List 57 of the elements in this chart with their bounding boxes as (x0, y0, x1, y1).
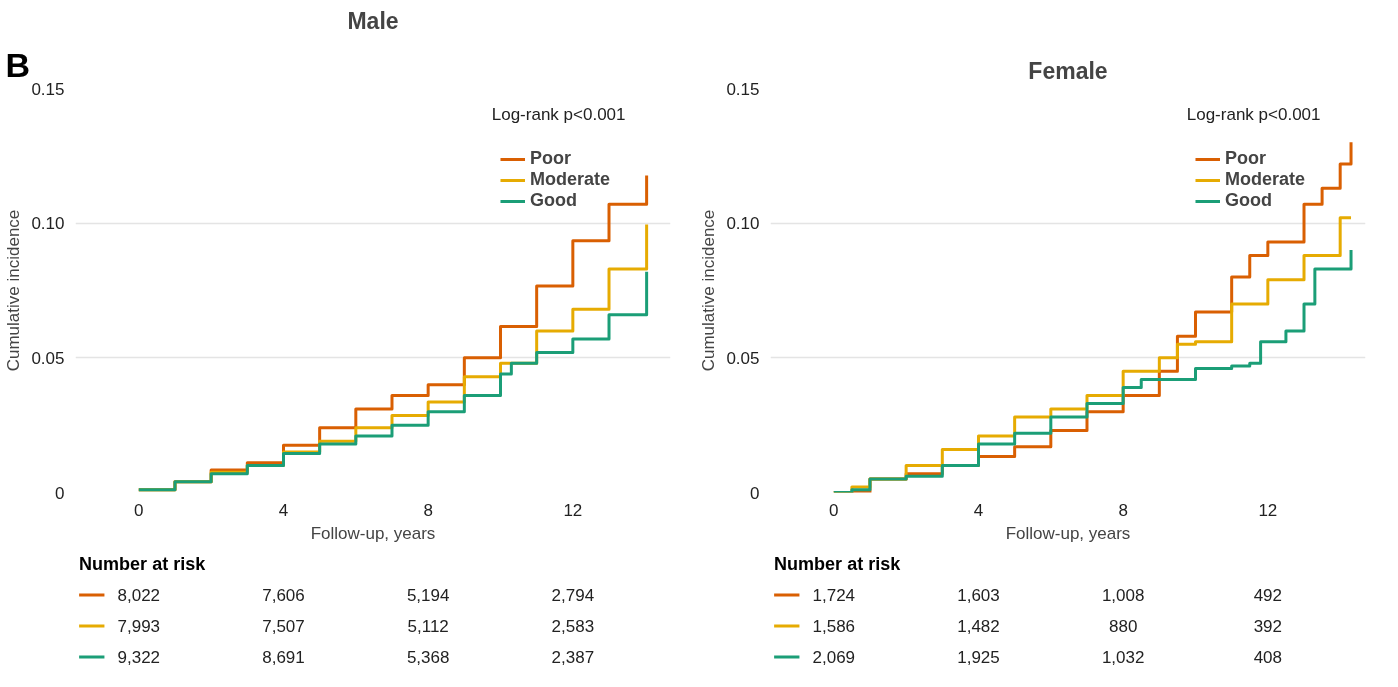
text: 392 (1253, 616, 1283, 636)
y-tick-label: 0.05 (726, 348, 760, 368)
text: 1,925 (957, 647, 1000, 667)
x-tick-label: 0 (134, 500, 144, 520)
y-tick-label: 0.15 (31, 79, 65, 99)
text: 8,022 (117, 586, 161, 606)
text: 1,032 (1101, 647, 1145, 667)
text: B (5, 45, 31, 84)
text: 1,482 (957, 616, 1000, 636)
text: 492 (1253, 586, 1283, 606)
text: 2,387 (551, 647, 595, 667)
text: 5,368 (406, 647, 450, 667)
x-tick-label: 8 (423, 500, 433, 520)
chart-title: Male (347, 7, 399, 34)
text: 2,794 (551, 586, 595, 606)
legend-label: Moderate (1224, 169, 1305, 190)
text: 5,194 (406, 586, 450, 606)
text: 7,606 (262, 586, 305, 606)
text: 2,583 (551, 616, 595, 636)
y-tick-label: 0.10 (31, 214, 65, 234)
annotation: Log-rank p<0.001 (491, 104, 626, 124)
x-axis-title: Follow-up, years (310, 523, 436, 543)
y-tick-label: 0 (55, 483, 65, 503)
text: 1,008 (1101, 586, 1145, 606)
text: 7,993 (117, 616, 161, 636)
text: 408 (1253, 647, 1283, 667)
x-tick-label: 8 (1118, 500, 1128, 520)
legend-label: Good (1224, 190, 1272, 211)
y-tick-label: 0.15 (726, 79, 760, 99)
text: 2,069 (812, 647, 856, 667)
x-tick-label: 0 (829, 500, 839, 520)
x-tick-label: 4 (278, 500, 289, 520)
chart-title: Female (1028, 57, 1108, 84)
annotation: Log-rank p<0.001 (1186, 104, 1321, 124)
text: 1,724 (812, 586, 856, 606)
legend-label: Poor (529, 148, 571, 169)
text: 7,507 (262, 616, 305, 636)
text: 880 (1108, 616, 1138, 636)
text: Number at risk (774, 554, 902, 575)
x-tick-label: 12 (563, 500, 583, 520)
y-axis-title: Cumulative incidence (699, 209, 719, 372)
x-tick-label: 12 (1258, 500, 1278, 520)
y-tick-label: 0.05 (31, 348, 65, 368)
legend-label: Moderate (529, 169, 610, 190)
x-axis-title: Follow-up, years (1005, 523, 1131, 543)
text: 5,112 (407, 616, 449, 636)
y-axis-title: Cumulative incidence (4, 209, 24, 372)
text: 8,691 (262, 647, 305, 667)
text: Number at risk (79, 554, 207, 575)
legend-label: Poor (1224, 148, 1266, 169)
y-tick-label: 0.10 (726, 214, 760, 234)
legend-label: Good (529, 190, 577, 211)
text: 1,603 (957, 586, 1000, 606)
text: 9,322 (117, 647, 161, 667)
y-tick-label: 0 (750, 483, 760, 503)
x-tick-label: 4 (973, 500, 984, 520)
text: 1,586 (812, 616, 856, 636)
